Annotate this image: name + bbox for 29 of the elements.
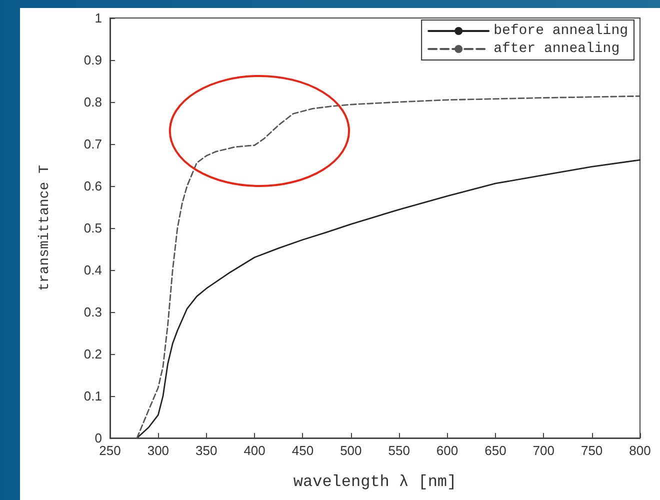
y-tick-label: 1: [94, 10, 102, 26]
y-tick-label: 0.4: [84, 262, 102, 278]
y-tick-label: 0.5: [84, 220, 102, 236]
x-tick-label: 300: [147, 443, 170, 458]
x-tick-label: 650: [484, 443, 506, 458]
x-tick-label: 400: [244, 443, 266, 458]
x-tick-label: 350: [196, 443, 218, 458]
x-axis-title: wavelength λ [nm]: [293, 473, 457, 491]
x-tick-label: 450: [292, 443, 314, 458]
x-tick-label: 250: [99, 443, 121, 458]
x-tick-label: 500: [340, 443, 362, 458]
legend-label: after annealing: [494, 41, 620, 57]
y-tick-label: 0.9: [84, 52, 102, 68]
y-tick-label: 0.7: [84, 136, 102, 152]
legend-label: before annealing: [494, 23, 628, 39]
x-tick-label: 750: [580, 443, 603, 458]
y-tick-label: 0.1: [84, 388, 102, 404]
y-tick-label: 0: [94, 430, 102, 446]
x-tick-label: 600: [436, 443, 458, 458]
y-tick-label: 0.6: [84, 178, 102, 194]
y-tick-label: 0.3: [84, 304, 102, 320]
line-series: [136, 159, 641, 439]
y-tick-label: 0.8: [84, 94, 102, 110]
x-tick-label: 800: [629, 443, 651, 458]
y-axis-title: transmittance T: [37, 164, 53, 292]
x-tick-label: 700: [532, 443, 554, 458]
line-series: [136, 95, 641, 439]
x-tick-label: 550: [388, 443, 410, 458]
y-tick-label: 0.2: [84, 346, 102, 362]
